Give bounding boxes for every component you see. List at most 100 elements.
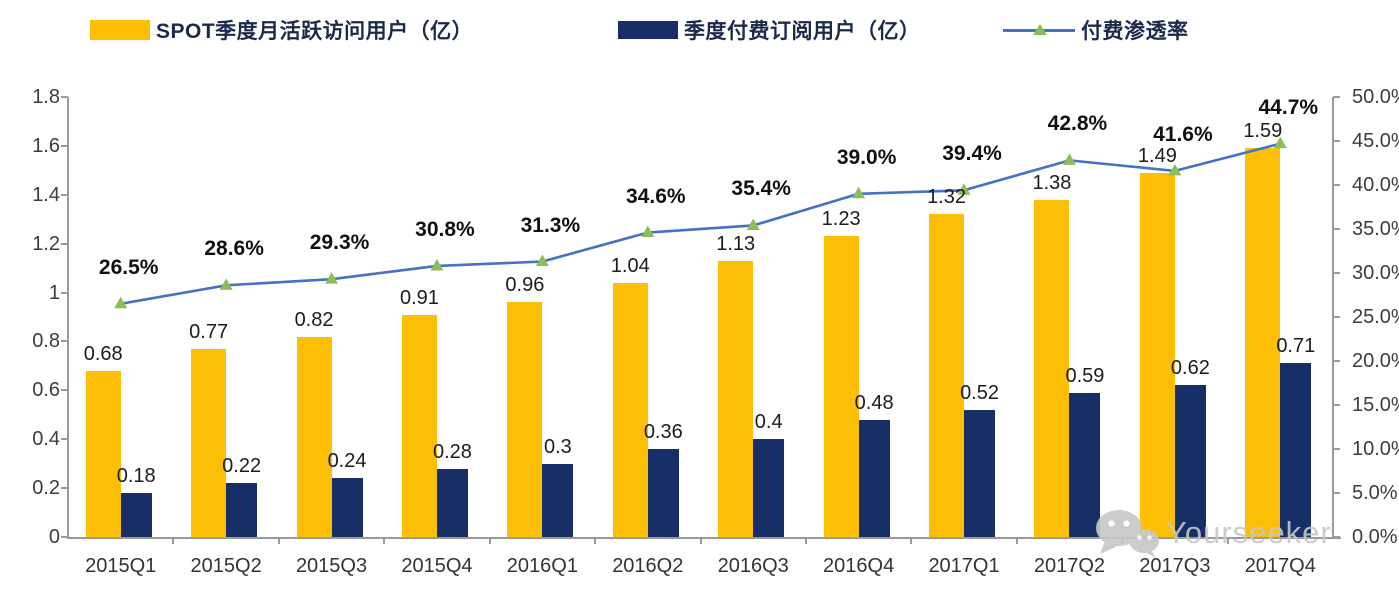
y-axis-left-label: 1.4: [32, 183, 60, 206]
line-point-label: 30.8%: [415, 217, 475, 241]
x-axis-tick: [1226, 537, 1229, 544]
bar-value-label-subs: 0.3: [543, 435, 572, 458]
line-point-label: 28.6%: [204, 237, 264, 261]
x-axis-tick: [699, 537, 702, 544]
y-axis-left-label: 0.4: [32, 428, 60, 451]
bar-subs: [120, 493, 152, 537]
legend-label-subs: 季度付费订阅用户（亿）: [684, 20, 921, 43]
y-axis-right-label: 35.0%: [1352, 218, 1399, 240]
y-axis-left-label: 0.6: [32, 379, 60, 402]
bar-subs: [964, 409, 996, 537]
y-axis-right-label: 5.0%: [1352, 482, 1398, 504]
x-axis-tick: [1015, 537, 1018, 544]
bar-value-label-subs: 0.4: [754, 411, 783, 434]
line-marker-triangle: [1273, 136, 1287, 149]
y-axis-right-tick: [1333, 272, 1340, 274]
line-marker-triangle: [1062, 153, 1076, 165]
bar-mau: [1034, 199, 1070, 537]
x-axis-label: 2015Q2: [190, 555, 262, 577]
x-axis-label: 2016Q2: [612, 555, 684, 577]
x-axis-tick: [594, 537, 597, 544]
x-axis-label: 2017Q4: [1244, 555, 1316, 577]
legend-item-mau: SPOT季度月活跃访问用户（亿）: [90, 16, 473, 44]
y-axis-left-tick: [61, 96, 68, 98]
penetration-line: [114, 136, 1287, 309]
legend-label-penetration: 付费渗透率: [1081, 20, 1189, 43]
y-axis-left-label: 1: [48, 281, 60, 304]
x-axis-label: 2016Q1: [506, 555, 578, 577]
bar-subs: [1174, 385, 1206, 537]
y-axis-right-tick: [1333, 448, 1340, 450]
bar-mau: [507, 302, 543, 537]
x-axis-line: [67, 537, 1341, 539]
line-marker-triangle: [114, 296, 128, 309]
y-axis-right-label: 50.0%: [1352, 86, 1399, 108]
x-axis-tick: [804, 537, 807, 544]
y-axis-right-label: 15.0%: [1352, 394, 1399, 416]
y-axis-left-label: 0: [48, 526, 60, 548]
legend-line-marker-icon: [1003, 23, 1075, 37]
y-axis-right-tick: [1333, 228, 1340, 230]
x-axis-tick: [488, 537, 491, 544]
legend-swatch-navy-bar: [618, 21, 678, 39]
watermark-text: Yourseeker: [1166, 515, 1332, 550]
y-axis-right-label: 20.0%: [1352, 350, 1399, 372]
bar-value-label-subs: 0.71: [1276, 335, 1316, 358]
bar-mau: [612, 282, 648, 537]
bar-value-label-subs: 0.36: [643, 421, 683, 443]
line-marker-triangle: [1168, 163, 1182, 176]
line-point-label: 44.7%: [1258, 95, 1319, 119]
legend-label-mau: SPOT季度月活跃访问用户（亿）: [156, 20, 474, 43]
y-axis-left-tick: [61, 291, 68, 294]
x-axis-tick: [277, 537, 280, 544]
bar-value-label-mau: 0.96: [505, 274, 545, 297]
bar-value-label-subs: 0.24: [327, 450, 367, 473]
y-axis-right-tick: [1333, 360, 1340, 362]
line-point-label: 42.8%: [1047, 112, 1108, 136]
line-marker-triangle: [746, 218, 760, 230]
bar-mau: [401, 314, 437, 537]
bar-value-label-mau: 0.82: [294, 308, 334, 331]
bar-subs: [858, 419, 890, 537]
bar-mau: [1245, 148, 1281, 537]
bar-value-label-mau: 1.32: [927, 186, 966, 209]
y-axis-right-label: 40.0%: [1352, 174, 1399, 196]
bar-value-label-mau: 1.38: [1032, 171, 1072, 194]
watermark: Yourseeker: [1094, 508, 1332, 558]
line-point-label: 29.3%: [309, 231, 370, 255]
bar-mau: [1139, 172, 1175, 537]
bar-subs: [1280, 363, 1312, 537]
y-axis-right-tick: [1333, 316, 1340, 318]
y-axis-right-label: 45.0%: [1352, 130, 1399, 152]
line-point-label: 34.6%: [626, 184, 686, 208]
bar-subs: [331, 478, 363, 537]
x-axis-label: 2017Q3: [1139, 555, 1211, 577]
x-axis-label: 2015Q1: [85, 555, 157, 577]
bar-mau: [929, 214, 965, 537]
bar-value-label-subs: 0.52: [960, 381, 999, 404]
line-point-label: 31.3%: [520, 213, 581, 237]
line-point-label: 41.6%: [1153, 122, 1213, 146]
x-axis-label: 2015Q4: [401, 555, 473, 577]
line-marker-triangle: [219, 278, 233, 290]
bar-value-label-mau: 0.91: [399, 286, 439, 309]
y-axis-right-label: 10.0%: [1352, 438, 1399, 460]
bar-value-label-mau: 1.59: [1243, 120, 1283, 143]
bar-mau: [296, 336, 332, 537]
bar-value-label-subs: 0.48: [854, 391, 894, 414]
y-axis-right-label: 0.0%: [1352, 526, 1398, 548]
x-axis-label: 2017Q2: [1033, 555, 1106, 577]
bar-subs: [647, 449, 679, 537]
bar-subs: [542, 463, 574, 537]
x-axis-label: 2017Q1: [928, 555, 1000, 577]
bar-subs: [436, 468, 468, 537]
bar-value-label-subs: 0.22: [222, 455, 262, 478]
y-axis-right-tick: [1333, 492, 1340, 494]
line-marker-triangle: [852, 186, 866, 199]
bar-subs: [226, 483, 258, 537]
line-marker-triangle: [957, 183, 971, 195]
y-axis-left-tick: [61, 389, 68, 392]
bar-value-label-mau: 1.04: [610, 254, 650, 277]
y-axis-right-tick: [1333, 96, 1340, 98]
